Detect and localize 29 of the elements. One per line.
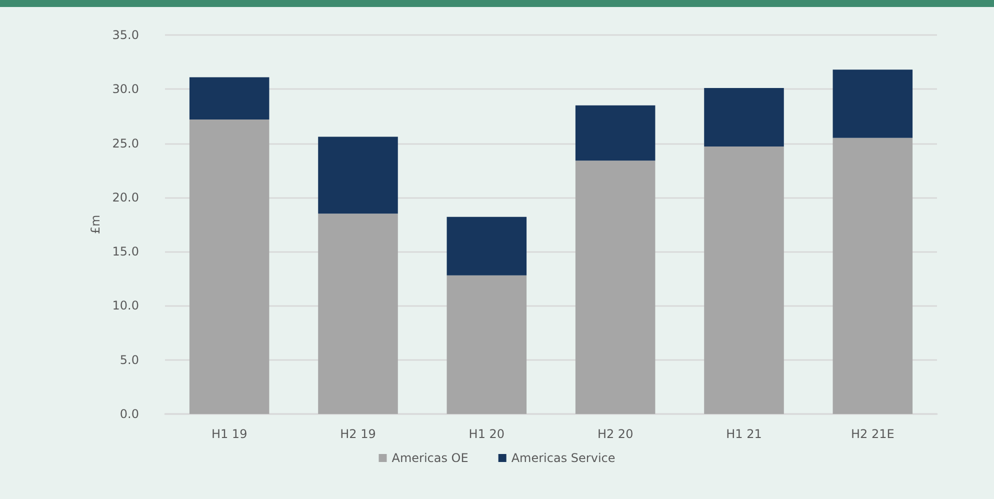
legend-label: Americas Service [511, 451, 616, 465]
bar [832, 138, 913, 414]
y-tick-label: 15.0 [112, 244, 139, 259]
bar [575, 160, 656, 414]
y-tick-label: 5.0 [120, 352, 139, 367]
y-tick-label: 20.0 [112, 190, 139, 204]
bar [189, 77, 270, 120]
bar [446, 216, 527, 276]
bar [704, 146, 784, 414]
bar [318, 136, 398, 214]
x-tick-label: H2 20 [597, 427, 634, 441]
y-axis-title: £m [88, 214, 102, 234]
bar [318, 214, 398, 414]
y-tick-label: 10.0 [112, 298, 139, 313]
x-tick-label: H2 19 [340, 427, 376, 441]
bar [832, 70, 913, 138]
x-tick-label: H1 21 [726, 427, 762, 441]
y-tick-label: 30.0 [112, 82, 139, 96]
bar [189, 119, 270, 414]
x-tick-label: H2 21E [851, 427, 894, 441]
y-tick-label: 35.0 [112, 28, 139, 42]
bar [704, 88, 784, 147]
y-tick-label: 25.0 [112, 136, 139, 150]
x-tick-label: H1 19 [211, 427, 248, 441]
legend-label: Americas OE [392, 451, 468, 465]
x-tick-label: H1 20 [468, 427, 505, 441]
bar [575, 105, 656, 161]
bar [446, 275, 527, 414]
y-tick-label: 0.0 [120, 407, 139, 421]
